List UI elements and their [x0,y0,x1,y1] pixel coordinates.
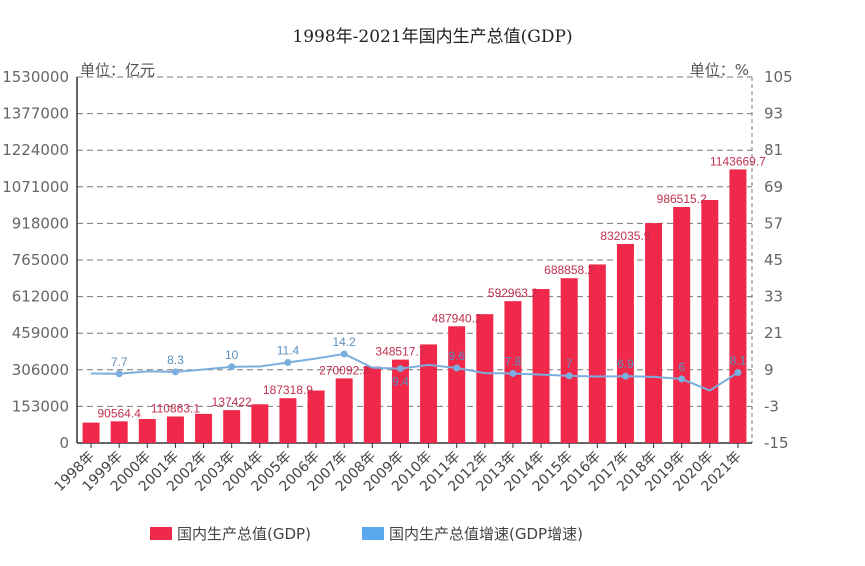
left-tick-label: 765000 [12,251,69,269]
gdp-data-label: 832035.9 [600,229,650,243]
gdp-bar [307,390,325,443]
right-tick-label: 33 [764,288,783,306]
gdp-data-label: 986515.2 [657,192,707,206]
gdp-bar [363,366,381,443]
right-tick-label: 21 [764,324,783,342]
right-tick-label: 69 [764,178,783,196]
left-tick-label: 153000 [12,397,69,415]
growth-point [621,372,629,380]
right-unit-label: 单位：% [690,61,749,79]
growth-data-label: 6 [678,360,685,374]
growth-point [340,350,348,358]
left-tick-label: 0 [59,434,69,452]
gdp-data-label: 487940.2 [432,311,482,325]
growth-point [734,369,742,377]
gdp-bar [476,314,494,443]
gdp-data-label: 688858.2 [544,263,594,277]
left-tick-label: 1530000 [2,68,69,86]
growth-point [228,363,236,371]
right-tick-label: 45 [764,251,783,269]
left-tick-label: 1377000 [2,105,69,123]
left-tick-label: 1071000 [2,178,69,196]
gdp-bar [166,416,184,443]
gdp-bar [616,243,634,443]
gdp-bar [82,422,100,443]
gdp-bar [532,289,550,443]
growth-data-label: 14.2 [333,335,357,349]
growth-data-label: 8.3 [167,353,184,367]
gdp-data-label: 270092.3 [319,363,369,377]
gdp-bar [110,421,128,443]
gdp-data-label: 90564.4 [97,406,141,420]
gdp-bar [420,344,438,443]
legend-label-growth: 国内生产总值增速(GDP增速) [389,525,583,543]
gdp-bar [251,404,269,443]
growth-data-label: 7.8 [505,354,522,368]
gdp-bar [223,410,241,443]
growth-point [115,370,123,378]
gdp-data-label: 187318.9 [263,383,313,397]
gdp-data-label: 1143669.7 [710,154,766,168]
gdp-bar [560,278,578,443]
gdp-bar [195,413,213,443]
gdp-bar [138,419,156,443]
growth-data-label: 9.4 [392,375,409,389]
growth-data-label: 11.4 [277,343,300,357]
gdp-bar [729,169,747,444]
right-tick-label: -15 [764,434,789,452]
growth-point [565,372,573,380]
growth-line [91,352,739,392]
right-tick-label: 81 [764,141,783,159]
gdp-data-label: 137422 [212,395,252,409]
gdp-bar [645,223,663,443]
legend-swatch-gdp [150,527,172,540]
gdp-bar [335,378,353,443]
growth-data-label: 9.6 [448,349,465,363]
gdp-bar [391,359,409,443]
growth-point [678,375,686,383]
chart-title: 1998年-2021年国内生产总值(GDP) [292,27,573,47]
right-tick-label: 93 [764,105,783,123]
right-tick-label: -3 [764,397,779,415]
right-tick-label: 9 [764,361,774,379]
growth-point [284,358,292,366]
growth-point [171,368,179,376]
gdp-bar [588,264,606,443]
left-tick-label: 918000 [12,214,69,232]
gdp-data-label: 348517.7 [375,345,425,359]
growth-data-label: 8.1 [730,354,747,368]
gdp-data-label: 110863.1 [151,401,200,415]
right-tick-label: 105 [764,68,793,86]
gdp-bar [279,398,297,443]
growth-point [509,369,517,377]
gdp-bar [701,199,719,443]
left-tick-label: 1224000 [2,141,69,159]
left-tick-label: 459000 [12,324,69,342]
gdp-bar [673,207,691,443]
gdp-data-label: 592963.2 [488,286,538,300]
left-tick-label: 612000 [12,288,69,306]
right-tick-label: 57 [764,214,783,232]
growth-point [396,365,404,373]
growth-data-label: 10 [225,348,239,362]
growth-data-label: 7 [566,357,573,371]
left-tick-label: 306000 [12,361,69,379]
growth-point [453,364,461,372]
growth-data-label: 6.9 [617,357,634,371]
growth-data-label: 7.7 [111,355,128,369]
gdp-bar [448,326,466,443]
legend-label-gdp: 国内生产总值(GDP) [177,525,311,543]
left-unit-label: 单位：亿元 [80,61,155,79]
legend-swatch-growth [362,527,384,540]
